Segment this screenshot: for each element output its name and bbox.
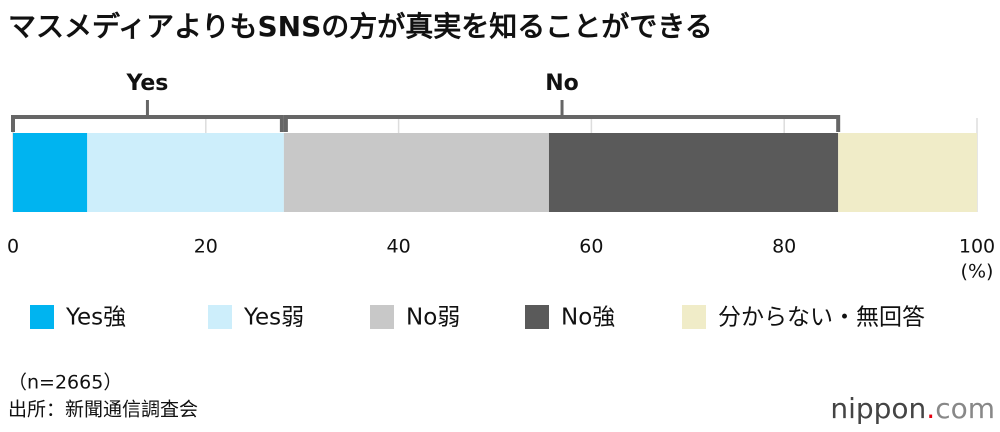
legend-label: Yes強 bbox=[65, 305, 126, 331]
note: （n=2665） bbox=[8, 372, 122, 394]
x-tick-label: 80 bbox=[772, 236, 796, 258]
logo-part: . bbox=[926, 392, 935, 425]
bar-segment bbox=[838, 133, 977, 212]
legend-swatch bbox=[30, 305, 54, 329]
bar-segment bbox=[548, 133, 839, 212]
bracket bbox=[11, 115, 284, 132]
x-tick-label: 0 bbox=[7, 236, 19, 258]
bracket bbox=[283, 115, 841, 132]
source: 出所：新聞通信調査会 bbox=[8, 399, 198, 421]
bar-segment bbox=[283, 133, 549, 212]
legend-swatch bbox=[208, 305, 232, 329]
legend-label: No弱 bbox=[406, 305, 460, 331]
logo: nippon.com bbox=[830, 392, 995, 425]
x-tick-label: 100 bbox=[959, 236, 995, 258]
legend-swatch bbox=[370, 305, 394, 329]
legend-label: Yes弱 bbox=[243, 305, 304, 331]
bracket-label: No bbox=[545, 71, 579, 96]
x-tick-label: 60 bbox=[579, 236, 603, 258]
logo-part: com bbox=[935, 392, 995, 425]
x-unit: (%) bbox=[961, 261, 994, 283]
chart-title: マスメディアよりもSNSの方が真実を知ることができる bbox=[8, 10, 713, 43]
logo-part: nippon bbox=[830, 392, 926, 425]
legend-swatch bbox=[682, 305, 706, 329]
bracket-label: Yes bbox=[125, 71, 168, 96]
x-tick-label: 40 bbox=[387, 236, 411, 258]
legend-label: No強 bbox=[561, 305, 615, 331]
x-tick-label: 20 bbox=[194, 236, 218, 258]
legend-swatch bbox=[525, 305, 549, 329]
bar-segment bbox=[87, 133, 284, 212]
bar-segment bbox=[13, 133, 88, 212]
legend-label: 分からない・無回答 bbox=[718, 305, 925, 331]
